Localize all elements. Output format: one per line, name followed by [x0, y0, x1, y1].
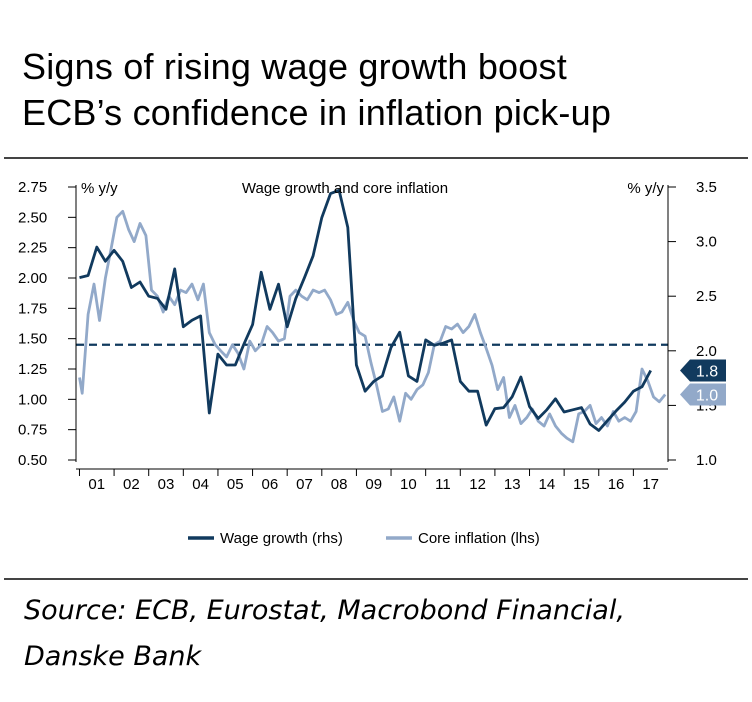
title-line-2: ECB’s confidence in inflation pick-up [22, 92, 612, 133]
right-tick-label: 2.5 [696, 288, 717, 305]
left-tick-label: 1.00 [18, 391, 47, 408]
x-tick-label: 08 [331, 476, 348, 493]
x-tick-label: 12 [469, 476, 486, 493]
core-end-tag [680, 383, 726, 406]
wage-end-tag [680, 359, 726, 382]
source-line-1: Source: ECB, Eurostat, Macrobond Financi… [24, 595, 625, 626]
left-tick-label: 0.50 [18, 452, 47, 469]
chart: 0.50 0.75 1.00 1.25 1.50 1.75 2.00 2.25 2.50 2.75… [18, 179, 726, 547]
right-axis-unit: % y/y [627, 180, 664, 197]
x-tick-label: 10 [400, 476, 417, 493]
x-tick-label: 04 [192, 476, 209, 493]
chart-axes [68, 185, 676, 476]
x-tick-label: 15 [573, 476, 590, 493]
source-line-2: Danske Bank [24, 641, 202, 672]
core-end-value: 1.0 [696, 387, 718, 404]
x-tick-label: 11 [435, 476, 451, 493]
left-axis-unit: % y/y [81, 180, 118, 197]
chart-labels: 0.50 0.75 1.00 1.25 1.50 1.75 2.00 2.25 2.50 2.75… [18, 179, 726, 493]
x-tick-label: 01 [88, 476, 105, 493]
legend-core-label: Core inflation (lhs) [418, 530, 540, 547]
legend-wage-label: Wage growth (rhs) [220, 530, 343, 547]
wage-growth-line [79, 188, 652, 432]
chart-lines [78, 188, 667, 444]
x-tick-label: 06 [262, 476, 279, 493]
x-tick-label: 09 [365, 476, 382, 493]
wage-end-value: 1.8 [696, 363, 718, 380]
left-tick-label: 1.50 [18, 331, 47, 348]
left-tick-label: 2.25 [18, 240, 47, 257]
x-tick-label: 07 [296, 476, 313, 493]
x-tick-label: 02 [123, 476, 140, 493]
left-tick-label: 0.75 [18, 422, 47, 439]
x-tick-label: 03 [158, 476, 175, 493]
right-tick-label: 1.0 [696, 452, 717, 469]
left-tick-label: 2.50 [18, 209, 47, 226]
left-tick-label: 1.25 [18, 361, 47, 378]
top-divider [4, 157, 748, 159]
left-tick-label: 1.75 [18, 300, 47, 317]
chart-legend: Wage growth (rhs) Core inflation (lhs) [188, 530, 540, 547]
x-tick-label: 16 [608, 476, 625, 493]
right-tick-label: 3.0 [696, 234, 717, 251]
core-inflation-line [78, 209, 667, 444]
x-tick-label: 05 [227, 476, 244, 493]
x-tick-label: 13 [504, 476, 521, 493]
source-note: Source: ECB, Eurostat, Macrobond Financi… [24, 588, 724, 680]
left-tick-label: 2.00 [18, 270, 47, 287]
bottom-divider [4, 578, 748, 580]
x-tick-label: 14 [538, 476, 555, 493]
page-title: Signs of rising wage growth boost ECB’s … [22, 44, 722, 136]
chart-title: Wage growth and core inflation [242, 180, 448, 197]
left-tick-label: 2.75 [18, 179, 47, 196]
right-tick-label: 2.0 [696, 343, 717, 360]
x-tick-label: 17 [642, 476, 659, 493]
title-line-1: Signs of rising wage growth boost [22, 46, 567, 87]
right-tick-label: 3.5 [696, 179, 717, 196]
